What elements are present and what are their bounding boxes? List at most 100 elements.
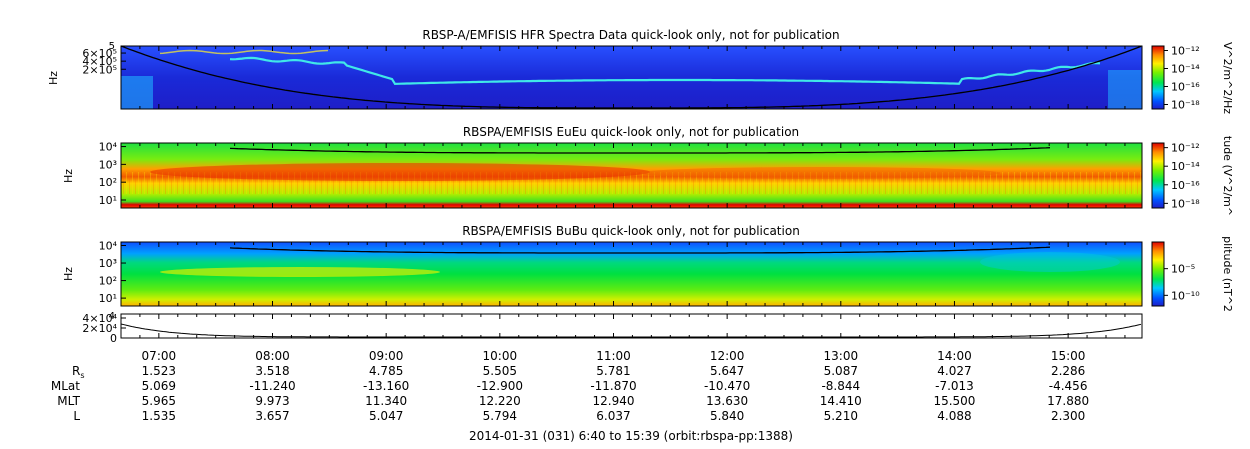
rs-label: Rs xyxy=(72,364,85,380)
hfr-panel-title: RBSP-A/EMFISIS HFR Spectra Data quick-lo… xyxy=(422,28,839,42)
ephemeris-mlt-value: 12.940 xyxy=(592,394,634,408)
ephemeris-mlat-value: -11.870 xyxy=(590,379,636,393)
l-label: L xyxy=(73,409,80,423)
time-label: 10:00 xyxy=(483,349,518,363)
time-label: 08:00 xyxy=(255,349,290,363)
time-ticks xyxy=(139,46,1126,338)
ephemeris-mlat-value: -11.240 xyxy=(249,379,295,393)
bubu-colorbar-ticks: 10⁻⁵ 10⁻¹⁰ xyxy=(1164,263,1200,302)
bubu-panel: RBSPA/EMFISIS BuBu quick-look only, not … xyxy=(62,224,1234,312)
ephemeris-l-value: 2.300 xyxy=(1051,409,1085,423)
ephemeris-rs-value: 3.518 xyxy=(255,364,289,378)
eueu-colorbar-ticks: 10⁻¹² 10⁻¹⁴ 10⁻¹⁶ 10⁻¹⁸ xyxy=(1164,142,1200,210)
footer-date: 2014-01-31 (031) 6:40 to 15:39 (orbit:rb… xyxy=(469,429,793,443)
fce-ylim-label: 4 xyxy=(109,311,115,322)
y-tick-label: 10³ xyxy=(99,158,117,171)
ephemeris-l-value: 5.210 xyxy=(824,409,858,423)
hfr-ylim-label: 5 xyxy=(109,41,115,52)
colorbar-tick-label: 10⁻¹⁴ xyxy=(1171,63,1200,76)
eueu-colorbar-label: tude (V^2/m^ xyxy=(1221,136,1234,216)
ephemeris-mlat-value: -8.844 xyxy=(821,379,860,393)
eueu-cyclotron-curve xyxy=(229,147,1051,154)
ephemeris-l-value: 6.037 xyxy=(596,409,630,423)
hfr-ylabel: Hz xyxy=(47,71,60,85)
ephemeris-mlat-value: -12.900 xyxy=(477,379,523,393)
eueu-panel: RBSPA/EMFISIS EuEu quick-look only, not … xyxy=(62,125,1234,216)
eueu-panel-title: RBSPA/EMFISIS EuEu quick-look only, not … xyxy=(463,125,799,139)
bubu-cyclotron-curve xyxy=(229,246,1051,254)
hfr-colorbar xyxy=(1151,45,1165,110)
mlt-label: MLT xyxy=(57,394,80,408)
bubu-yticks: 10⁴ 10³ 10² 10¹ xyxy=(99,240,126,305)
fce-frame xyxy=(120,313,1143,339)
ephemeris-mlt-value: 17.880 xyxy=(1047,394,1089,408)
colorbar-tick-label: 10⁻¹⁸ xyxy=(1171,197,1200,210)
ephemeris-rs-value: 5.505 xyxy=(483,364,517,378)
ephemeris-rs-value: 5.781 xyxy=(596,364,630,378)
mlat-label: MLat xyxy=(51,379,80,393)
ephemeris-mlat-value: -10.470 xyxy=(704,379,750,393)
hfr-cyclotron-curve xyxy=(120,45,1142,109)
eueu-colorbar xyxy=(1151,142,1165,209)
hfr-colorbar-ticks: 10⁻¹² 10⁻¹⁴ 10⁻¹⁶ 10⁻¹⁸ xyxy=(1164,45,1200,112)
ephemeris-mlt-value: 15.500 xyxy=(933,394,975,408)
y-tick-label: 10¹ xyxy=(99,292,117,305)
bubu-colorbar xyxy=(1151,241,1165,307)
bubu-frame xyxy=(120,241,1143,307)
ephemeris-l-value: 4.088 xyxy=(937,409,971,423)
ephemeris-l-value: 5.840 xyxy=(710,409,744,423)
ephemeris-mlt-value: 14.410 xyxy=(820,394,862,408)
ephemeris-mlat-value: -4.456 xyxy=(1049,379,1088,393)
colorbar-tick-label: 10⁻¹⁶ xyxy=(1171,179,1200,192)
eueu-hot-band-2 xyxy=(640,167,1000,179)
ephemeris-mlat-value: -7.013 xyxy=(935,379,974,393)
ephemeris-mlt-value: 13.630 xyxy=(706,394,748,408)
ephemeris-mlt-value: 5.965 xyxy=(142,394,176,408)
colorbar-tick-label: 10⁻¹⁰ xyxy=(1171,289,1200,302)
ephemeris-mlt-value: 12.220 xyxy=(479,394,521,408)
colorbar-tick-label: 10⁻⁵ xyxy=(1171,263,1195,276)
y-tick-label: 2×10⁵ xyxy=(82,63,117,76)
time-label: 14:00 xyxy=(937,349,972,363)
ephemeris-mlt-value: 9.973 xyxy=(255,394,289,408)
ephemeris-mlt-value: 11.340 xyxy=(365,394,407,408)
colorbar-tick-label: 10⁻¹⁴ xyxy=(1171,160,1200,173)
hfr-colorbar-label: V^2/m^2/Hz xyxy=(1221,42,1234,114)
eueu-ylabel: Hz xyxy=(62,169,75,183)
bubu-colorbar-label: plitude (nT^2 xyxy=(1221,236,1234,312)
time-label: 09:00 xyxy=(369,349,404,363)
colorbar-tick-label: 10⁻¹² xyxy=(1171,45,1200,58)
y-tick-label: 10³ xyxy=(99,257,117,270)
time-axis-labels: 07:00 08:00 09:00 10:00 11:00 12:00 13:00 14:00… xyxy=(142,349,1086,363)
hfr-upper-line xyxy=(159,49,329,55)
eueu-yticks: 10⁴ 10³ 10² 10¹ xyxy=(99,141,126,207)
time-label: 11:00 xyxy=(596,349,631,363)
y-tick-label: 4×10⁴ xyxy=(82,312,117,325)
y-tick-label: 6×10⁵ xyxy=(82,47,117,60)
fce-plot xyxy=(121,314,1142,338)
y-tick-label: 10² xyxy=(99,176,117,189)
ephemeris-mlat-value: 5.069 xyxy=(142,379,176,393)
ephemeris-rs-value: 1.523 xyxy=(142,364,176,378)
y-tick-label: 2×10⁴ xyxy=(82,322,117,335)
ephemeris-rs-value: 4.027 xyxy=(937,364,971,378)
ephemeris-l-value: 5.794 xyxy=(483,409,517,423)
time-label: 15:00 xyxy=(1051,349,1086,363)
time-label: 12:00 xyxy=(710,349,745,363)
ephemeris-rs-value: 5.647 xyxy=(710,364,744,378)
eueu-hot-band xyxy=(150,163,650,181)
colorbar-tick-label: 10⁻¹² xyxy=(1171,142,1200,155)
ephemeris-l-value: 3.657 xyxy=(255,409,289,423)
y-tick-label: 0 xyxy=(110,332,117,345)
y-tick-label: 10⁴ xyxy=(99,240,118,253)
y-tick-label: 10² xyxy=(99,275,117,288)
ephemeris-l-value: 5.047 xyxy=(369,409,403,423)
time-label: 13:00 xyxy=(824,349,859,363)
colorbar-tick-label: 10⁻¹⁶ xyxy=(1171,81,1200,94)
ephemeris-row-labels: Rs MLat MLT L xyxy=(51,364,85,423)
bubu-chorus-band xyxy=(160,267,440,277)
